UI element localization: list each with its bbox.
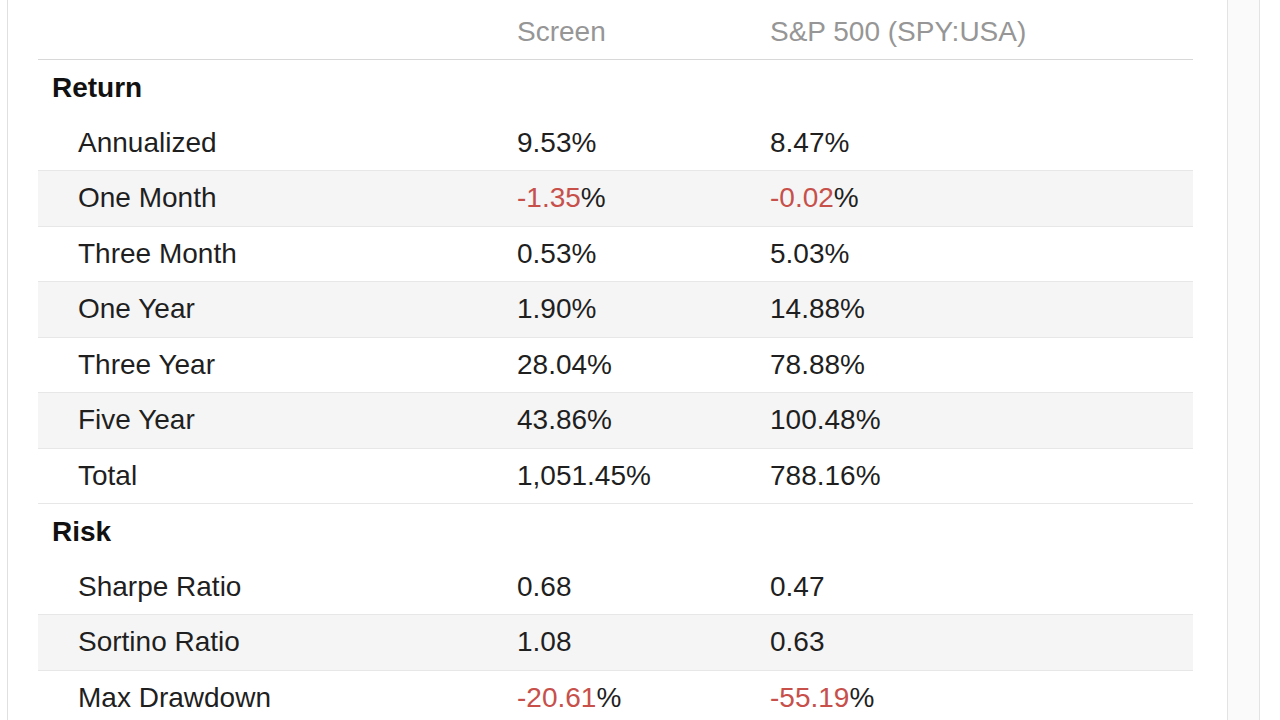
screen-value: 1.90% [517, 293, 770, 325]
performance-comparison-table: Screen S&P 500 (SPY:USA) Return Annualiz… [38, 0, 1193, 720]
section-header-row: Return [38, 60, 1193, 116]
benchmark-value: 0.63 [770, 626, 1193, 658]
screen-value: 1,051.45% [517, 460, 770, 492]
screen-value: 0.68 [517, 571, 770, 603]
table-row: One Year 1.90% 14.88% [38, 282, 1193, 338]
metric-label: Sortino Ratio [38, 626, 517, 658]
table-body: Return Annualized 9.53% 8.47% One Month … [38, 60, 1193, 720]
table-row: Annualized 9.53% 8.47% [38, 116, 1193, 172]
section-title: Return [38, 72, 517, 104]
metric-label: One Year [38, 293, 517, 325]
screen-value: -1.35% [517, 182, 770, 214]
benchmark-value: 100.48% [770, 404, 1193, 436]
table-row: Sortino Ratio 1.08 0.63 [38, 615, 1193, 671]
screen-value: -20.61% [517, 682, 770, 714]
benchmark-value: 8.47% [770, 127, 1193, 159]
benchmark-value: 0.47 [770, 571, 1193, 603]
table-header-row: Screen S&P 500 (SPY:USA) [38, 0, 1193, 60]
table-row: One Month -1.35% -0.02% [38, 171, 1193, 227]
table-row: Three Month 0.53% 5.03% [38, 227, 1193, 283]
column-header-benchmark: S&P 500 (SPY:USA) [770, 16, 1193, 48]
table-row: Total 1,051.45% 788.16% [38, 449, 1193, 505]
column-header-screen: Screen [517, 16, 770, 48]
screen-value: 43.86% [517, 404, 770, 436]
benchmark-value: 14.88% [770, 293, 1193, 325]
metric-label: Three Year [38, 349, 517, 381]
metric-label: One Month [38, 182, 517, 214]
section-title: Risk [38, 516, 517, 548]
table-row: Five Year 43.86% 100.48% [38, 393, 1193, 449]
metric-label: Sharpe Ratio [38, 571, 517, 603]
benchmark-value: -0.02% [770, 182, 1193, 214]
screen-value: 28.04% [517, 349, 770, 381]
benchmark-value: 5.03% [770, 238, 1193, 270]
panel-left-border [7, 0, 8, 720]
table-row: Three Year 28.04% 78.88% [38, 338, 1193, 394]
table-row: Max Drawdown -20.61% -55.19% [38, 671, 1193, 720]
section-header-row: Risk [38, 504, 1193, 560]
screen-performance-page: Screen S&P 500 (SPY:USA) Return Annualiz… [0, 0, 1280, 720]
metric-label: Five Year [38, 404, 517, 436]
metric-label: Total [38, 460, 517, 492]
right-panel-edge [1227, 0, 1260, 720]
metric-label: Max Drawdown [38, 682, 517, 714]
metric-label: Three Month [38, 238, 517, 270]
screen-value: 9.53% [517, 127, 770, 159]
screen-value: 0.53% [517, 238, 770, 270]
benchmark-value: 788.16% [770, 460, 1193, 492]
metric-label: Annualized [38, 127, 517, 159]
screen-value: 1.08 [517, 626, 770, 658]
benchmark-value: 78.88% [770, 349, 1193, 381]
benchmark-value: -55.19% [770, 682, 1193, 714]
table-row: Sharpe Ratio 0.68 0.47 [38, 560, 1193, 616]
